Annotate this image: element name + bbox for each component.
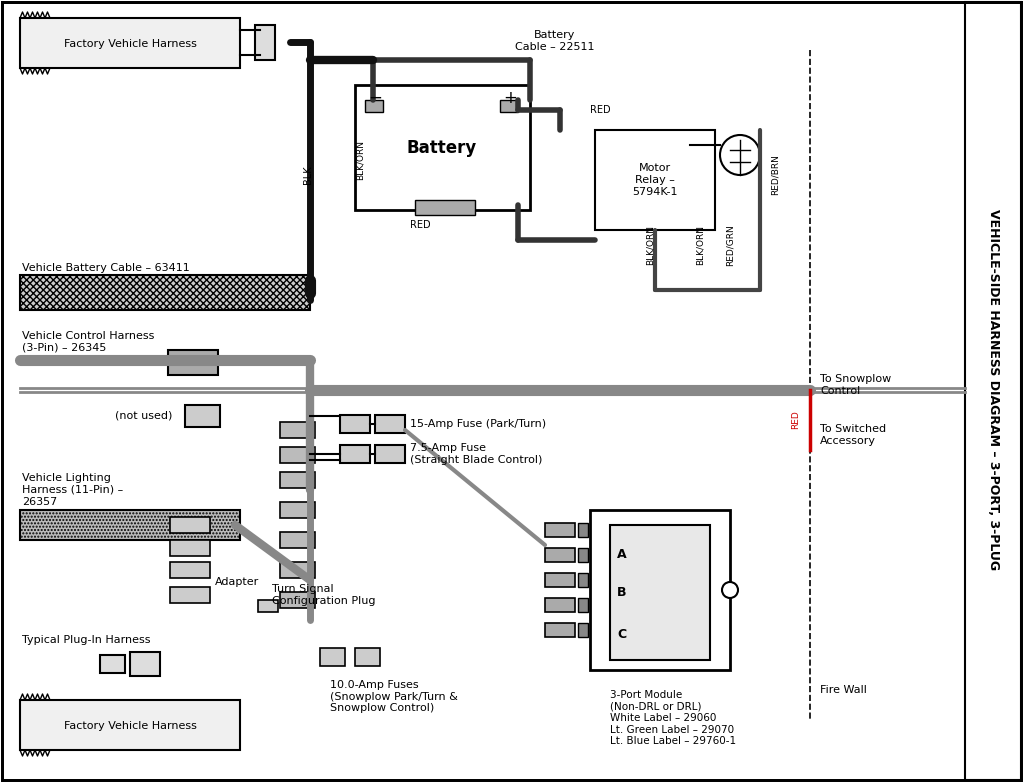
Text: 3-Port Module
(Non-DRL or DRL)
White Label – 29060
Lt. Green Label – 29070
Lt. B: 3-Port Module (Non-DRL or DRL) White Lab… (610, 690, 737, 746)
Bar (595, 130, 715, 230)
Text: RED/GRN: RED/GRN (725, 224, 735, 266)
Bar (170, 562, 210, 578)
Bar (590, 510, 730, 670)
Text: BLK/ORN: BLK/ORN (646, 225, 655, 265)
Bar (375, 415, 405, 433)
Text: 15-Amp Fuse (Park/Turn): 15-Amp Fuse (Park/Turn) (410, 419, 546, 429)
Bar (545, 598, 575, 612)
Text: Adapter: Adapter (215, 577, 259, 587)
Circle shape (720, 135, 760, 175)
Text: To Snowplow
Control: To Snowplow Control (820, 375, 891, 396)
Text: Battery
Cable – 22511: Battery Cable – 22511 (516, 30, 594, 52)
Bar (255, 25, 275, 60)
Bar (340, 445, 370, 463)
Text: −: − (368, 89, 382, 107)
Bar (100, 655, 125, 673)
Text: 10.0-Amp Fuses
(Snowplow Park/Turn &
Snowplow Control): 10.0-Amp Fuses (Snowplow Park/Turn & Sno… (330, 680, 458, 713)
Bar (355, 85, 530, 210)
Bar (280, 472, 315, 488)
Text: Turn Signal
Configuration Plug: Turn Signal Configuration Plug (272, 584, 375, 606)
Text: Factory Vehicle Harness: Factory Vehicle Harness (63, 39, 196, 49)
Text: BLK/ORN: BLK/ORN (696, 225, 705, 265)
Text: BLK: BLK (303, 166, 313, 185)
Bar (168, 350, 218, 375)
Text: RED: RED (791, 411, 800, 429)
Text: Factory Vehicle Harness: Factory Vehicle Harness (63, 721, 196, 731)
Text: To Switched
Accessory: To Switched Accessory (820, 424, 886, 446)
Text: BLK/ORN: BLK/ORN (356, 140, 364, 180)
Bar (20, 700, 240, 750)
Text: Motor
Relay –
5794K-1: Motor Relay – 5794K-1 (632, 163, 678, 196)
Text: Vehicle Lighting
Harness (11-Pin) –
26357: Vehicle Lighting Harness (11-Pin) – 2635… (23, 473, 123, 507)
Bar (500, 100, 518, 112)
Bar (340, 415, 370, 433)
Text: RED: RED (409, 220, 431, 230)
Text: Battery: Battery (407, 139, 477, 157)
Text: VEHICLE-SIDE HARNESS DIAGRAM – 3-PORT, 3-PLUG: VEHICLE-SIDE HARNESS DIAGRAM – 3-PORT, 3… (986, 210, 999, 571)
Bar (280, 502, 315, 518)
Text: (not used): (not used) (115, 410, 172, 420)
Text: RED: RED (589, 105, 611, 115)
Circle shape (722, 582, 738, 598)
Bar (280, 447, 315, 463)
Bar (170, 517, 210, 533)
Text: Fire Wall: Fire Wall (820, 685, 866, 695)
Bar (170, 540, 210, 556)
Bar (355, 648, 380, 666)
Bar (258, 600, 278, 612)
Bar (578, 548, 588, 562)
Bar (415, 200, 475, 215)
Bar (280, 422, 315, 438)
Text: Typical Plug-In Harness: Typical Plug-In Harness (23, 635, 150, 645)
Bar (375, 445, 405, 463)
Text: RED/BRN: RED/BRN (770, 155, 780, 196)
Bar (280, 562, 315, 578)
Bar (965, 2, 1021, 780)
Bar (20, 18, 240, 68)
Bar (545, 573, 575, 587)
Bar (578, 623, 588, 637)
Text: Vehicle Battery Cable – 63411: Vehicle Battery Cable – 63411 (23, 263, 189, 273)
Bar (320, 648, 345, 666)
Text: A: A (617, 548, 627, 561)
Bar (545, 623, 575, 637)
Bar (280, 592, 315, 608)
Bar (185, 405, 220, 427)
Text: C: C (617, 629, 626, 641)
Bar (610, 525, 710, 660)
Text: Vehicle Control Harness
(3-Pin) – 26345: Vehicle Control Harness (3-Pin) – 26345 (23, 332, 154, 353)
Text: 7.5-Amp Fuse
(Straight Blade Control): 7.5-Amp Fuse (Straight Blade Control) (410, 443, 542, 465)
Bar (365, 100, 383, 112)
Bar (545, 548, 575, 562)
Bar (20, 275, 310, 310)
Bar (578, 573, 588, 587)
Bar (130, 652, 160, 676)
Bar (578, 598, 588, 612)
Bar (170, 587, 210, 603)
Text: +: + (503, 89, 517, 107)
Bar (20, 510, 240, 540)
Text: B: B (617, 586, 626, 600)
Bar (545, 523, 575, 537)
Bar (578, 523, 588, 537)
Bar (280, 532, 315, 548)
